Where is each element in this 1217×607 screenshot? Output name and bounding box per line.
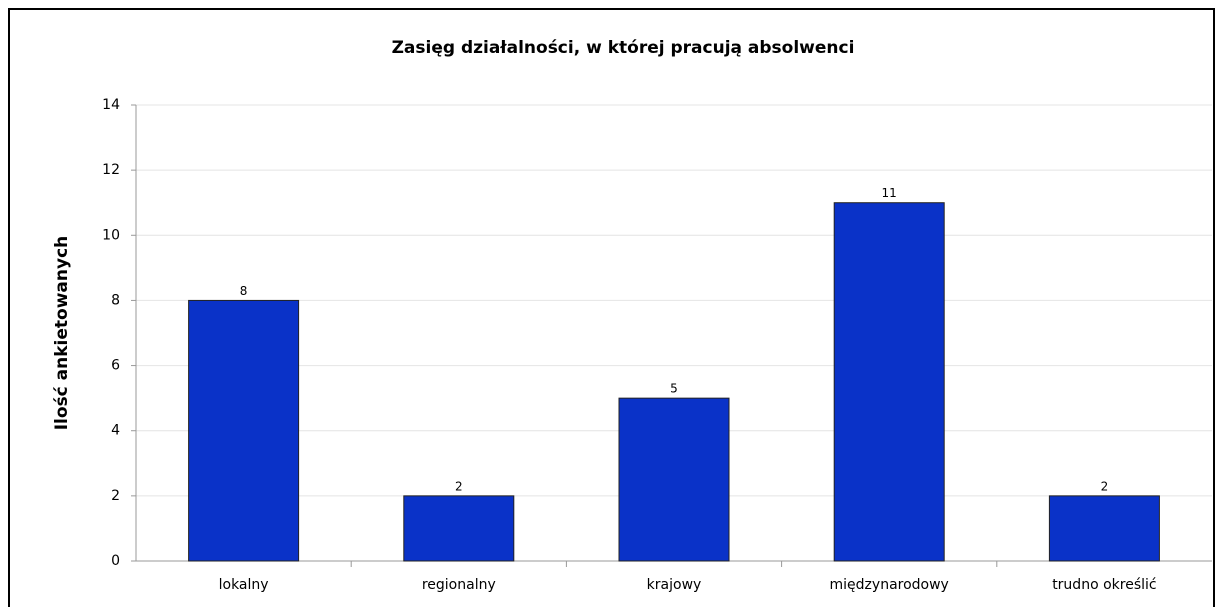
y-tick-label: 8: [111, 292, 120, 308]
bar: [618, 397, 730, 562]
bar: [188, 299, 300, 562]
value-label: 11: [882, 186, 897, 200]
y-tick-label: 12: [102, 162, 120, 178]
x-tick-label: lokalny: [219, 577, 269, 593]
y-tick-label: 2: [111, 488, 120, 504]
x-tick-label: regionalny: [422, 577, 496, 593]
x-tick-label: trudno określić: [1052, 577, 1156, 593]
bar: [1048, 495, 1160, 562]
y-tick-label: 10: [102, 227, 120, 243]
bar: [833, 202, 945, 562]
y-axis-label: Ilość ankietowanych: [52, 236, 72, 431]
bar: [403, 495, 515, 562]
value-label: 8: [240, 284, 248, 298]
value-label: 2: [1101, 479, 1109, 493]
chart-title: Zasięg działalności, w której pracują ab…: [392, 38, 855, 58]
y-tick-label: 6: [111, 358, 120, 374]
value-label: 2: [455, 479, 463, 493]
y-tick-label: 0: [111, 553, 120, 569]
value-label: 5: [670, 382, 678, 396]
y-tick-label: 4: [111, 423, 120, 439]
y-tick-label: 14: [102, 97, 120, 113]
x-tick-label: krajowy: [647, 577, 702, 593]
x-tick-label: międzynarodowy: [830, 577, 949, 593]
